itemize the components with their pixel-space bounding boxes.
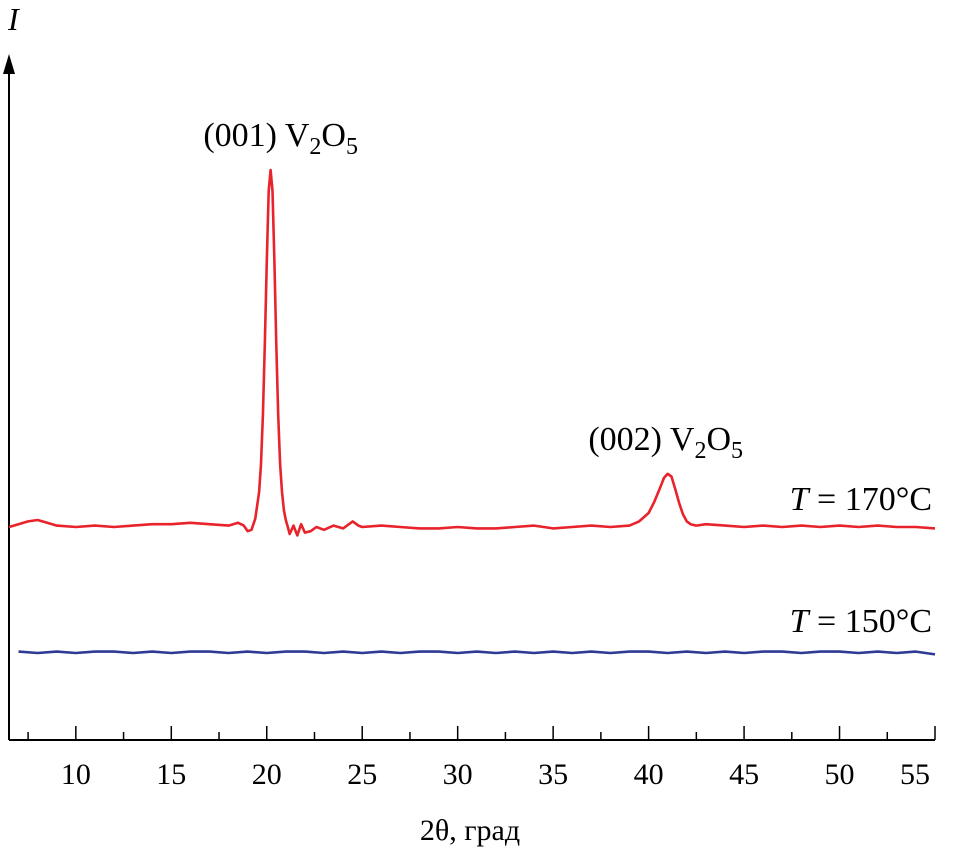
series-group [8,168,936,656]
series-line-0 [8,168,936,537]
series-label-170: T = 170°C [790,481,932,518]
x-ticks: 10 15 20 25 30 35 40 45 50 55 [27,726,936,791]
peak-annotation-002: (002) V2O5 [588,421,743,464]
x-tick-label: 15 [156,758,186,791]
x-tick-label: 45 [729,758,759,791]
series-label-150: T = 150°C [790,603,932,640]
y-axis-arrow-icon [3,54,15,74]
x-tick-label: 30 [443,758,473,791]
x-tick-label: 50 [825,758,855,791]
x-tick-label: 55 [900,758,930,791]
x-tick-label: 20 [252,758,282,791]
series-line-1 [18,650,936,656]
x-tick-label: 40 [634,758,664,791]
x-axis-title: 2θ, град [420,814,520,847]
x-tick-label: 25 [347,758,377,791]
y-axis-title: I [7,1,20,37]
x-tick-label: 35 [538,758,568,791]
x-tick-label: 10 [61,758,91,791]
peak-annotation-001: (001) V2O5 [203,117,358,160]
